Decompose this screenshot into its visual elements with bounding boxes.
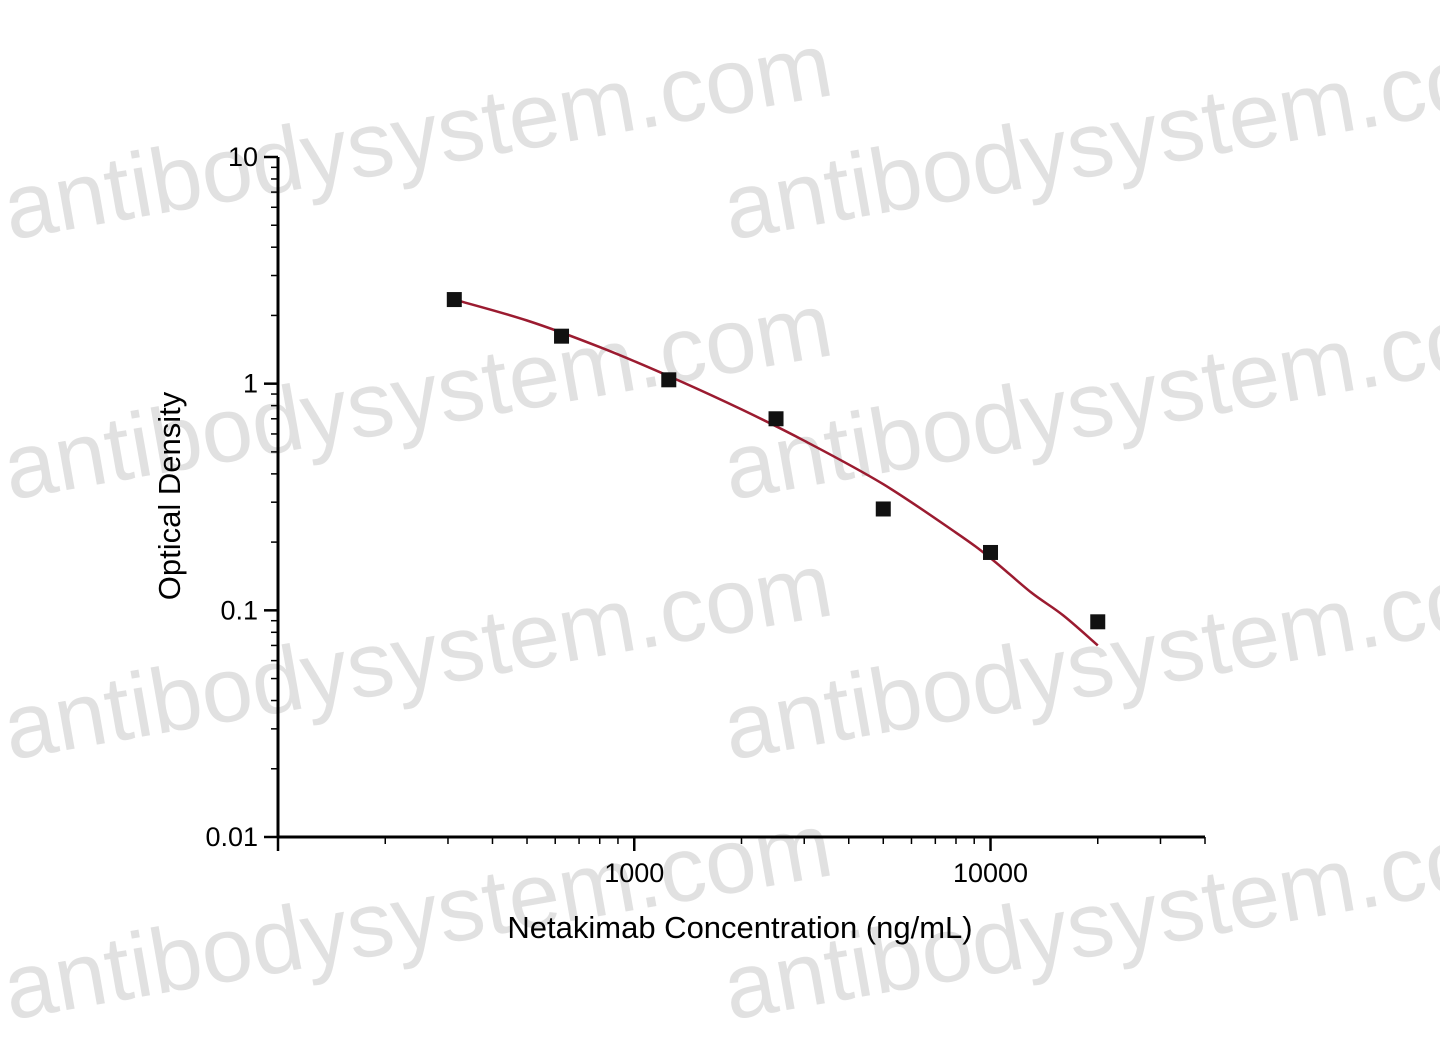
fitted-curve [453,298,1099,647]
watermark-layer: antibodysystem.comantibodysystem.comanti… [0,14,1440,1040]
x-tick-label: 10000 [953,858,1028,888]
y-axis-title: Optical Density [152,391,187,600]
data-point [875,501,891,517]
x-axis-title: Netakimab Concentration (ng/mL) [507,910,972,945]
y-tick-label: 0.1 [220,595,258,625]
watermark-text: antibodysystem.com [0,14,839,260]
y-tick-label: 10 [228,142,258,172]
data-point [1090,614,1106,630]
x-tick-label: 1000 [604,858,664,888]
watermark-text: antibodysystem.com [0,534,839,780]
axes: 10 1 0.1 0.01 1000 10000 [205,142,1206,888]
data-point [983,544,999,560]
fitted-curve-layer [453,298,1099,647]
data-point [661,372,677,388]
data-points-layer [446,292,1106,630]
data-point [446,292,462,308]
data-point [554,328,570,344]
y-tick-label: 0.01 [205,822,258,852]
data-point [768,411,784,427]
y-tick-label: 1 [243,369,258,399]
